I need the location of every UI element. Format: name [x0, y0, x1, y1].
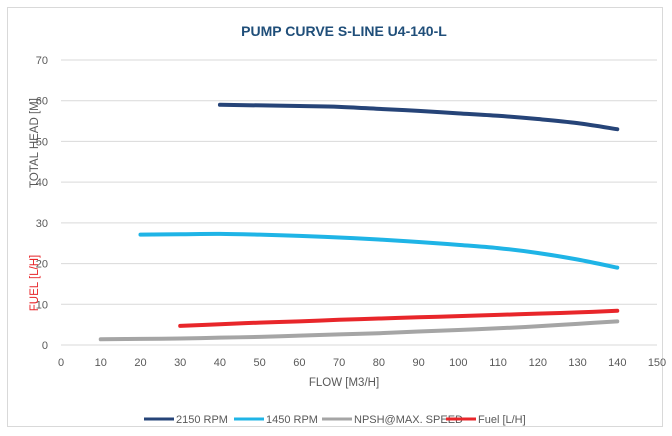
- chart-title: PUMP CURVE S-LINE U4-140-L: [241, 23, 447, 39]
- x-tick-label: 150: [648, 357, 666, 369]
- y-axis-ticks: 0 10 20 30 40 50 60 70: [36, 55, 48, 352]
- legend: 2150 RPM 1450 RPM NPSH@MAX. SPEED Fuel [L/H…: [144, 414, 526, 426]
- y-tick-label: 0: [42, 340, 48, 352]
- x-tick-label: 60: [293, 357, 305, 369]
- x-tick-label: 100: [449, 357, 467, 369]
- legend-label: Fuel [L/H]: [478, 414, 526, 426]
- x-axis-ticks: 0 10 20 30 40 50 60 70 80 90 100 110 120 130 140 150: [58, 357, 666, 369]
- y-tick-label: 10: [36, 299, 48, 311]
- legend-label: 2150 RPM: [176, 414, 228, 426]
- series-lines: [98, 102, 620, 342]
- x-tick-label: 20: [134, 357, 146, 369]
- grid-lines: [61, 59, 657, 346]
- x-tick-label: 130: [568, 357, 586, 369]
- x-tick-label: 110: [489, 357, 507, 369]
- y-tick-label: 50: [36, 136, 48, 148]
- y-tick-label: 40: [36, 177, 48, 189]
- x-tick-label: 50: [254, 357, 266, 369]
- chart-frame: [7, 7, 663, 427]
- y-tick-label: 20: [36, 259, 48, 271]
- y-tick-label: 70: [36, 55, 48, 67]
- series-line-2150-rpm: [217, 102, 620, 132]
- x-axis-label: FLOW [M3/H]: [309, 377, 379, 389]
- x-tick-label: 30: [174, 357, 186, 369]
- x-tick-label: 40: [214, 357, 226, 369]
- y-tick-label: 30: [36, 218, 48, 230]
- x-tick-label: 70: [333, 357, 345, 369]
- x-tick-label: 90: [412, 357, 424, 369]
- y-axis-label: TOTAL HEAD [M]: [29, 98, 41, 188]
- x-tick-label: 120: [529, 357, 547, 369]
- x-tick-label: 140: [608, 357, 626, 369]
- series-line-1450-rpm: [138, 231, 620, 270]
- y-axis-secondary-label: FUEL [L/H]: [29, 255, 41, 311]
- legend-label: NPSH@MAX. SPEED: [354, 414, 463, 426]
- x-tick-label: 0: [58, 357, 64, 369]
- x-tick-label: 80: [373, 357, 385, 369]
- series-line-npsh-max-speed: [98, 319, 620, 342]
- y-tick-label: 60: [36, 96, 48, 108]
- x-tick-label: 10: [95, 357, 107, 369]
- series-line-fuel-l-h: [178, 308, 620, 328]
- legend-label: 1450 RPM: [266, 414, 318, 426]
